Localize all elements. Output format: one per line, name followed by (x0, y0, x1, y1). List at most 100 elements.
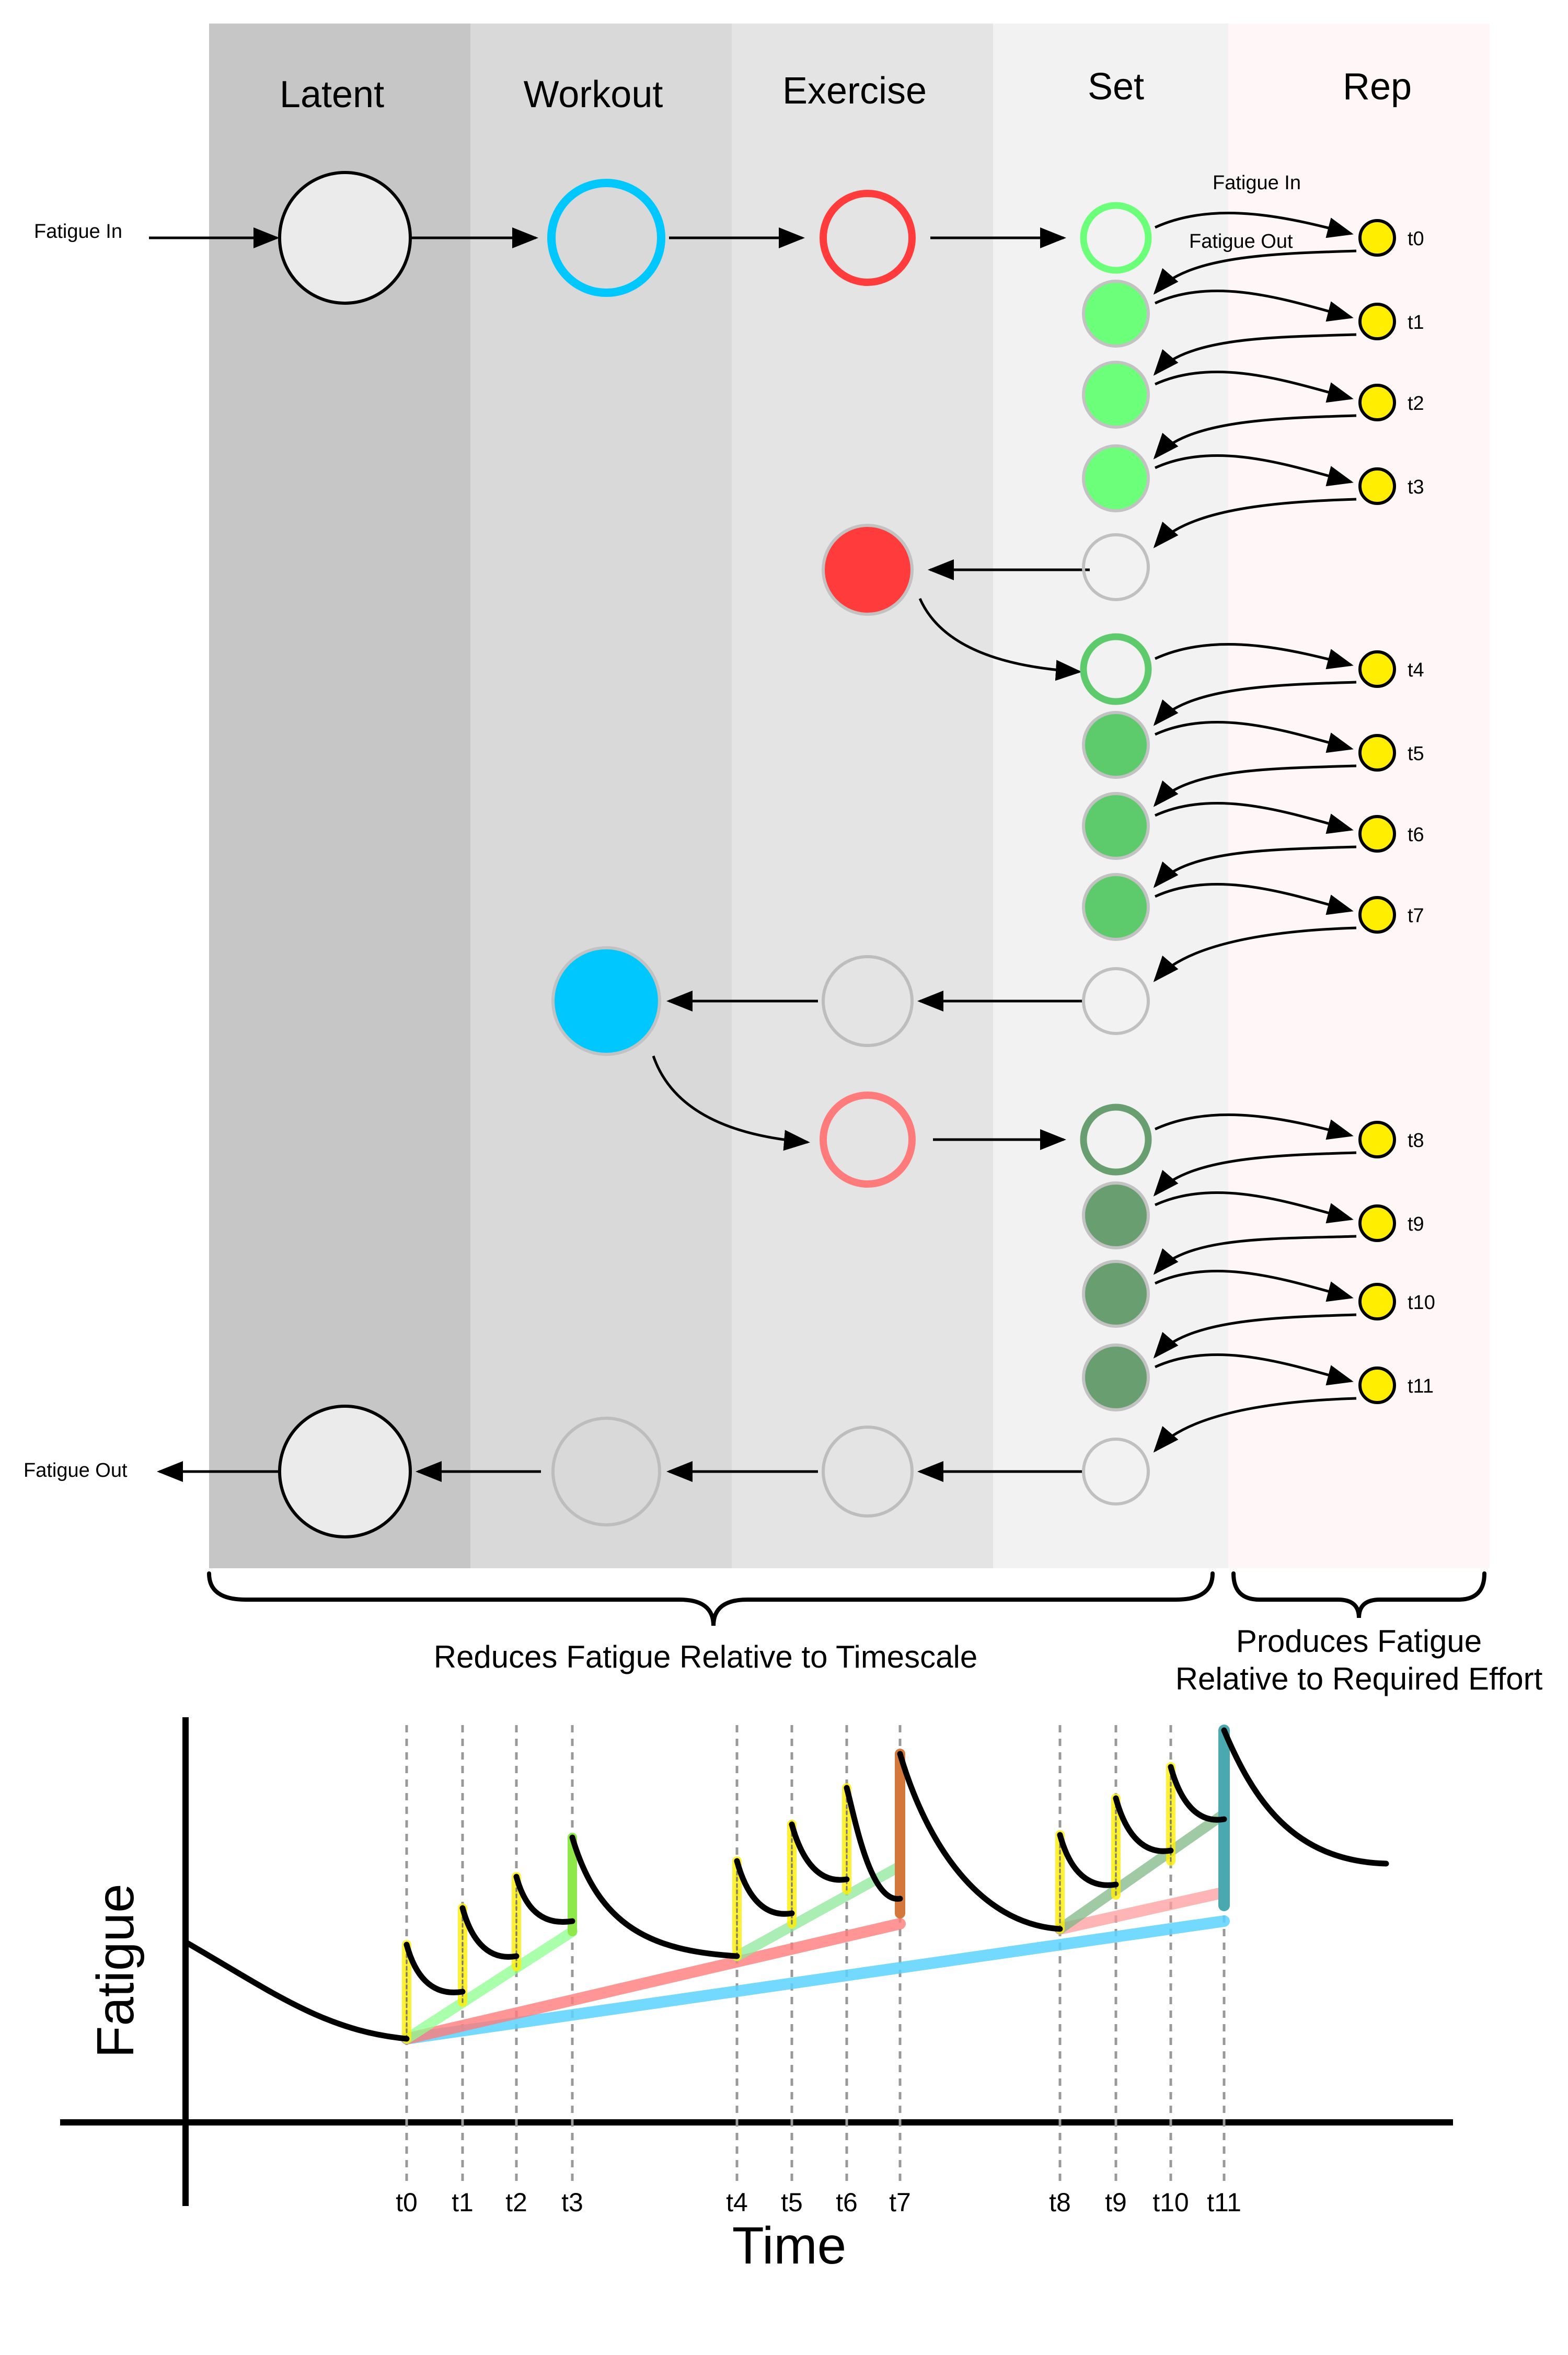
exercise-node-empty-1 (822, 955, 914, 1047)
rep-nodes: t0 t1 t2 t3 t4 t5 t6 t7 t8 t9 t10 t11 (1358, 219, 1435, 1404)
column-headers: Latent Workout Exercise Set Rep (280, 66, 1412, 116)
workout-trend-line (401, 1915, 1230, 2044)
rep-to-set-arrow (1153, 498, 1357, 548)
time-tick-label: t0 (396, 2188, 418, 2217)
exercise-node-start-1 (820, 190, 916, 286)
rep-label: t8 (1408, 1130, 1424, 1152)
time-tick-label: t4 (726, 2188, 748, 2217)
set-node-filled (1082, 444, 1150, 512)
set-trend-line-2 (732, 1861, 905, 1961)
rep-node (1358, 467, 1396, 505)
latent-node-in (278, 171, 412, 305)
rep-node (1358, 1204, 1396, 1242)
rep-column-header: Rep (1343, 66, 1412, 108)
set-node-empty (1082, 967, 1150, 1035)
set-node-start (1080, 633, 1152, 705)
rep-to-set-arrow (1153, 681, 1357, 726)
rep-node (1358, 1283, 1396, 1320)
exercise-node-empty-2 (822, 1426, 914, 1518)
rep-node (1358, 896, 1396, 934)
rep-label: t4 (1408, 659, 1424, 681)
set-node-start (1080, 1104, 1152, 1176)
set-to-rep-arrow (1154, 1353, 1354, 1386)
set-to-rep-arrow (1154, 454, 1354, 487)
rep-label: t10 (1408, 1292, 1435, 1314)
workout-to-exercise-curve (652, 1055, 810, 1151)
set-node-filled (1082, 280, 1150, 348)
nodes (278, 171, 916, 1538)
workout-node-start (547, 179, 665, 297)
rep-to-set-arrow (1153, 333, 1357, 376)
braces (207, 1571, 1486, 1626)
set-node-filled (1082, 1181, 1150, 1249)
time-tick-label: t11 (1207, 2188, 1241, 2217)
fatigue-in-label: Fatigue In (34, 221, 122, 243)
rep-to-set-arrow (1153, 249, 1357, 295)
rep-to-set-arrow (1153, 926, 1357, 982)
time-tick-label: t5 (781, 2188, 803, 2217)
workout-column-header: Workout (524, 74, 663, 116)
latent-node-out (278, 1405, 412, 1538)
rep-label: t1 (1408, 312, 1424, 334)
set-to-rep-arrow (1154, 1270, 1354, 1302)
rep-label: t3 (1408, 476, 1424, 498)
rep-node (1358, 815, 1396, 853)
set-to-rep-arrow (1154, 371, 1354, 403)
set-to-rep-arrow (1154, 802, 1354, 834)
rep-node (1358, 734, 1396, 772)
set-to-rep-arrow (1154, 721, 1354, 753)
workout-node-empty (551, 1417, 661, 1526)
rep-to-set-arrow (1153, 1397, 1357, 1453)
workout-node-filled (551, 946, 661, 1056)
rep-node (1358, 219, 1396, 257)
brace-captions: Reduces Fatigue Relative to Timescale Pr… (434, 1624, 1543, 1696)
rep-to-set-arrow (1153, 1235, 1357, 1275)
time-tick-label: t9 (1105, 2188, 1127, 2217)
set-node-start (1080, 202, 1152, 274)
rep-node (1358, 303, 1396, 340)
time-tick-label: t8 (1049, 2188, 1071, 2217)
set-trend-line-3 (1055, 1809, 1229, 1934)
rep-node (1358, 650, 1396, 688)
time-tick-label: t10 (1152, 2188, 1189, 2217)
set-nodes (1080, 202, 1152, 1506)
right-brace-caption-line2: Relative to Required Effort (1175, 1661, 1543, 1696)
rep-to-set-arrow (1153, 845, 1357, 888)
rep-node (1358, 1366, 1396, 1404)
left-brace-caption: Reduces Fatigue Relative to Timescale (434, 1639, 978, 1674)
exercise-node-start-2 (820, 1092, 916, 1188)
rep-fatigue-in-label: Fatigue In (1213, 172, 1301, 194)
y-axis-label: Fatigue (86, 1883, 145, 2058)
fatigue-plot: t0 t1 t2 t3 t4 t5 t6 t7 t8 t9 t10 t11 Fatigue Time (60, 1717, 1453, 2275)
rep-label: t11 (1408, 1375, 1434, 1397)
set-node-filled (1082, 711, 1150, 779)
rep-to-set-arrow (1153, 1313, 1357, 1359)
time-gridlines (405, 1725, 1226, 2185)
exercise-band (732, 24, 993, 1568)
rep-label: t5 (1408, 743, 1424, 765)
set-to-rep-arrow (1154, 212, 1354, 238)
rep-node (1358, 1121, 1396, 1158)
time-tick-label: t6 (836, 2188, 858, 2217)
fatigue-out-label: Fatigue Out (24, 1460, 128, 1481)
right-brace (1231, 1571, 1486, 1618)
rep-label: t7 (1408, 905, 1424, 927)
tick-labels: t0 t1 t2 t3 t4 t5 t6 t7 t8 t9 t10 t11 (396, 2188, 1241, 2217)
rep-to-set-arrow (1153, 1151, 1357, 1197)
flow-arrows (149, 227, 1090, 1482)
set-node-empty (1082, 533, 1150, 601)
rep-arrows (1153, 212, 1357, 1453)
rep-label: t6 (1408, 824, 1424, 846)
time-tick-label: t2 (505, 2188, 527, 2217)
workout-band (470, 24, 732, 1568)
set-node-filled (1082, 1260, 1150, 1328)
exercise-trend-line-2 (1054, 1887, 1230, 1935)
time-tick-label: t3 (561, 2188, 583, 2217)
x-axis-label: Time (732, 2216, 847, 2275)
set-to-rep-arrow (1154, 1113, 1354, 1140)
trend-lines (401, 1809, 1230, 2044)
time-tick-label: t7 (889, 2188, 911, 2217)
exercise-trend-line-1 (401, 1918, 906, 2044)
rep-to-set-arrow (1153, 414, 1357, 459)
set-node-empty (1082, 1438, 1150, 1506)
